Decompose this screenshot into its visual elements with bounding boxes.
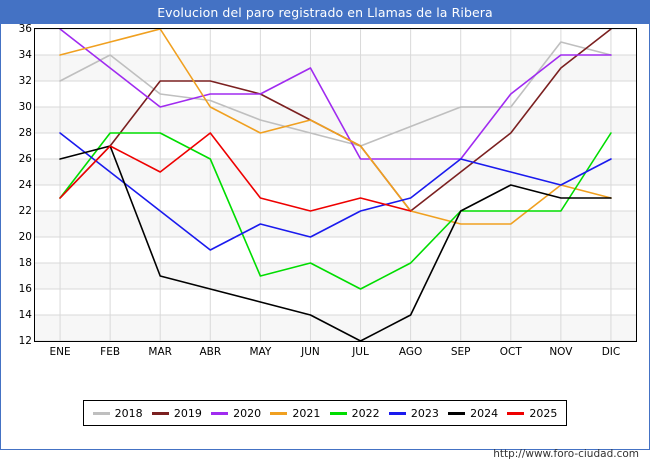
legend-item-2025[interactable]: 2025 xyxy=(507,407,557,420)
x-axis-tick-label: SEP xyxy=(450,346,471,358)
legend-item-2023[interactable]: 2023 xyxy=(388,406,439,420)
y-axis-tick-label: 16 xyxy=(18,283,32,295)
legend-color-swatch xyxy=(448,411,466,415)
series-line-2018 xyxy=(59,41,612,147)
y-axis-tick-label: 18 xyxy=(18,257,32,269)
y-axis-tick-label: 28 xyxy=(18,127,32,139)
legend-color-swatch xyxy=(151,411,169,415)
x-axis-tick-label: JUN xyxy=(301,346,320,358)
x-axis-tick-label: NOV xyxy=(549,346,573,358)
y-axis-tick-label: 14 xyxy=(18,309,32,321)
x-axis-tick-label: OCT xyxy=(499,346,522,358)
legend-color-swatch xyxy=(211,411,229,415)
y-axis-tick-label: 24 xyxy=(18,179,32,191)
plot-area xyxy=(34,28,637,342)
legend-item-2020[interactable]: 2020 xyxy=(211,407,261,420)
x-axis-tick-label: DIC xyxy=(601,346,621,358)
grid-band xyxy=(35,107,636,133)
series-line-2022 xyxy=(59,132,612,290)
y-axis-tick-label: 36 xyxy=(18,23,32,35)
y-axis-tick-label: 26 xyxy=(18,153,32,165)
legend-label: 2023 xyxy=(410,406,439,420)
legend-label: 2024 xyxy=(470,406,499,420)
chart-legend: 2018 2019 2020 2021 2022 2023 2024 2025 xyxy=(83,400,567,426)
grid-band xyxy=(35,55,636,81)
x-axis-tick-label: ABR xyxy=(199,346,222,358)
legend-color-swatch xyxy=(92,411,110,415)
x-axis-tick-label: FEB xyxy=(100,346,121,358)
legend-label: 2019 xyxy=(173,406,202,420)
legend-label: 2020 xyxy=(233,406,262,420)
y-axis-tick-label: 20 xyxy=(18,231,32,243)
x-axis-tick-label: MAY xyxy=(249,346,272,358)
x-axis-tick-label: ENE xyxy=(49,346,71,358)
legend-label: 2021 xyxy=(292,406,321,420)
legend-item-2019[interactable]: 2019 xyxy=(151,406,202,420)
y-axis: 12 14 16 18 20 22 24 26 28 30 32 34 36 xyxy=(1,23,32,347)
legend-color-swatch xyxy=(507,411,525,415)
chart-body: 12 14 16 18 20 22 24 26 28 30 32 34 36 ENE FEB MAR ABR M… xyxy=(1,23,649,460)
y-axis-tick-label: 30 xyxy=(18,101,32,113)
grid-band xyxy=(35,159,636,185)
series-line-2020 xyxy=(59,29,612,160)
series-line-2023 xyxy=(59,132,612,251)
y-axis-tick-label: 12 xyxy=(18,335,32,347)
series-line-2025 xyxy=(59,132,412,212)
series-line-2024 xyxy=(59,145,612,341)
legend-color-swatch xyxy=(270,411,288,415)
y-axis-tick-label: 32 xyxy=(18,75,32,87)
legend-color-swatch xyxy=(388,411,406,415)
page-title: Evolucion del paro registrado en Llamas … xyxy=(157,5,493,20)
x-axis-tick-label: JUL xyxy=(352,346,369,358)
x-axis-tick-label: MAR xyxy=(148,346,172,358)
series-line-2021 xyxy=(59,29,612,225)
legend-item-2021[interactable]: 2021 xyxy=(270,407,320,420)
legend-label: 2025 xyxy=(529,406,558,420)
legend-item-2018[interactable]: 2018 xyxy=(92,406,143,420)
legend-item-2022[interactable]: 2022 xyxy=(329,406,380,420)
chart-title-bar: Evolucion del paro registrado en Llamas … xyxy=(1,1,649,24)
legend-item-2024[interactable]: 2024 xyxy=(448,407,498,420)
legend-label: 2022 xyxy=(351,406,380,420)
legend-color-swatch xyxy=(329,411,347,415)
legend-label: 2018 xyxy=(114,406,143,420)
x-axis: ENE FEB MAR ABR MAY JUN JUL AGO SEP OCT NOV DIC xyxy=(34,344,637,364)
plot-svg xyxy=(35,29,636,341)
y-axis-tick-label: 22 xyxy=(18,205,32,217)
y-axis-tick-label: 34 xyxy=(18,49,32,61)
x-axis-tick-label: AGO xyxy=(398,346,423,358)
